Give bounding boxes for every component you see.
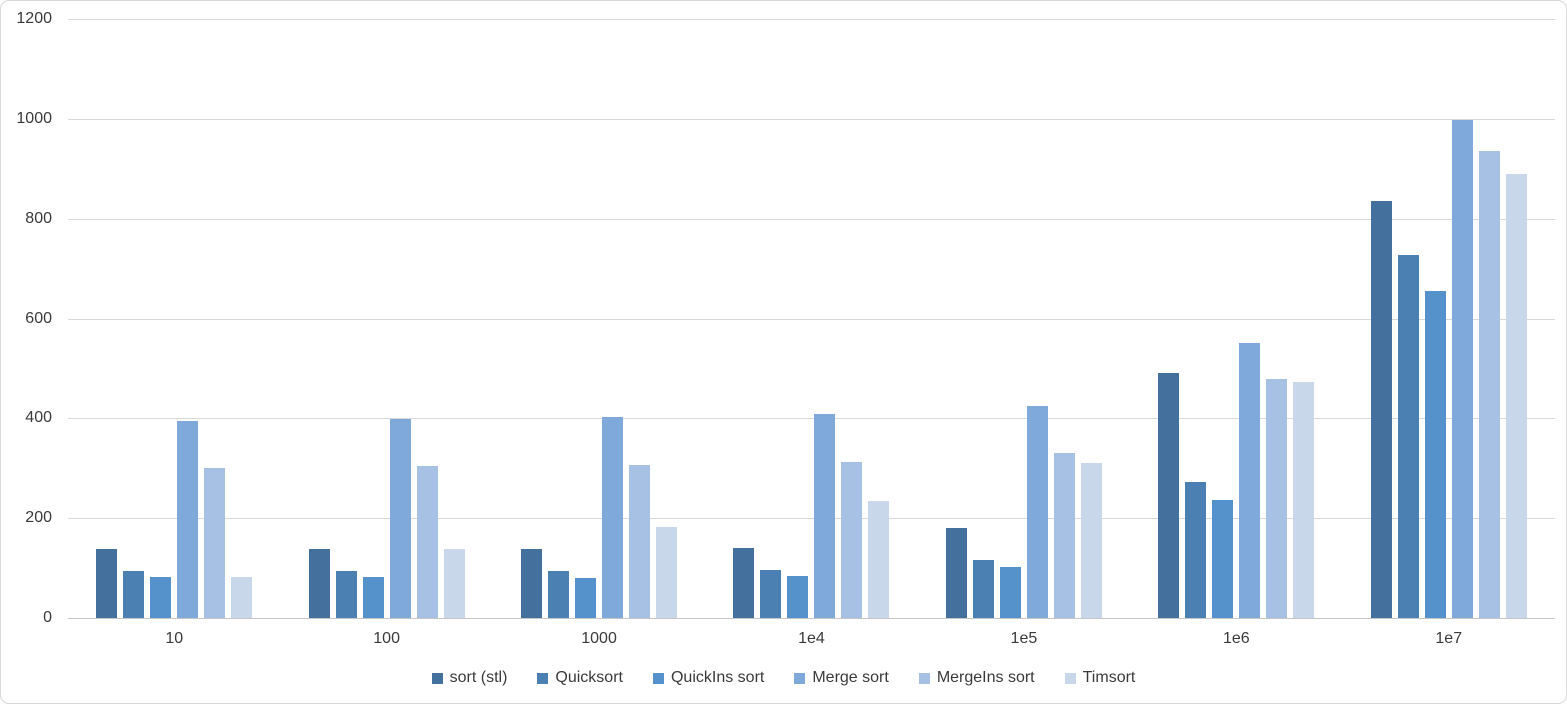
- y-tick-label-0: 0: [43, 609, 52, 626]
- bar-group-1e6: [1130, 19, 1342, 618]
- bar-group-100: [280, 19, 492, 618]
- legend-label: MergeIns sort: [936, 669, 1035, 686]
- bar-sort-stl-1000: [521, 548, 543, 618]
- bar-sort-stl-1e5: [945, 528, 967, 618]
- bar-mergeins-sort-1e6: [1266, 378, 1288, 618]
- bar-quickins-sort-1e4: [787, 575, 809, 618]
- legend-swatch-icon: [794, 672, 806, 684]
- bar-merge-sort-1e7: [1451, 119, 1473, 618]
- y-tick-label-1000: 1000: [16, 109, 52, 127]
- legend-label: Quicksort: [555, 669, 623, 686]
- bar-quicksort-10: [123, 570, 145, 618]
- bar-mergeins-sort-1000: [629, 465, 651, 618]
- y-tick-label-800: 800: [25, 209, 52, 227]
- bar-merge-sort-1000: [602, 417, 624, 618]
- legend-item-quickins-sort: QuickIns sort: [652, 669, 765, 687]
- bar-quickins-sort-1e5: [999, 566, 1021, 618]
- legend-swatch-icon: [537, 672, 549, 684]
- y-axis-labels: 0 200 400 600 800 1000 1200: [1, 10, 52, 626]
- bar-mergeins-sort-1e4: [841, 462, 863, 618]
- bar-group-1000: [493, 19, 705, 618]
- x-tick-label-1e7: 1e7: [1435, 630, 1463, 647]
- bar-sort-stl-1e7: [1370, 201, 1392, 618]
- y-tick-label-1200: 1200: [16, 10, 52, 27]
- gridline-800: [68, 218, 1555, 220]
- legend-label: QuickIns sort: [670, 669, 765, 686]
- bar-merge-sort-1e5: [1026, 406, 1048, 618]
- x-tick-label-1000: 1000: [581, 630, 617, 647]
- x-tick-label-1e5: 1e5: [1010, 630, 1038, 647]
- x-axis-line: [68, 618, 1555, 619]
- legend-item-quicksort: Quicksort: [537, 669, 623, 687]
- bar-quickins-sort-1000: [575, 577, 597, 618]
- x-tick-label-1e4: 1e4: [798, 630, 825, 647]
- bar-quicksort-1e5: [972, 559, 994, 618]
- bar-merge-sort-100: [389, 419, 411, 618]
- legend-item-timsort: Timsort: [1064, 669, 1136, 687]
- bar-timsort-1e7: [1505, 173, 1527, 618]
- bar-timsort-1e6: [1293, 382, 1315, 618]
- bar-sort-stl-1e4: [733, 547, 755, 618]
- legend-swatch-icon: [431, 672, 443, 684]
- gridline-400: [68, 418, 1555, 420]
- bar-quicksort-100: [335, 571, 357, 618]
- bar-quicksort-1e6: [1185, 482, 1207, 618]
- bar-timsort-10: [231, 576, 253, 618]
- x-tick-label-100: 100: [373, 630, 400, 647]
- bar-group-1e7: [1343, 19, 1555, 618]
- bar-sort-stl-1e6: [1158, 372, 1180, 618]
- bar-group-10: [68, 19, 280, 618]
- legend-swatch-icon: [1064, 672, 1076, 684]
- bar-quickins-sort-10: [150, 577, 172, 618]
- bar-sort-stl-100: [308, 549, 330, 618]
- legend: sort (stl) Quicksort QuickIns sort Merge so…: [1, 669, 1566, 687]
- y-tick-label-600: 600: [25, 309, 52, 327]
- bar-mergeins-sort-10: [204, 467, 226, 618]
- bar-merge-sort-1e4: [814, 414, 836, 618]
- legend-label: Timsort: [1082, 669, 1136, 686]
- y-tick-label-200: 200: [25, 509, 52, 527]
- legend-swatch-icon: [918, 672, 930, 684]
- bar-mergeins-sort-100: [416, 466, 438, 618]
- gridline-200: [68, 518, 1555, 520]
- bar-quickins-sort-100: [362, 577, 384, 618]
- bar-timsort-1e5: [1080, 462, 1102, 618]
- gridline-1000: [68, 118, 1555, 120]
- bar-group-1e4: [705, 19, 917, 618]
- bar-merge-sort-10: [177, 421, 199, 618]
- bar-quickins-sort-1e6: [1212, 499, 1234, 618]
- bar-timsort-100: [443, 549, 465, 618]
- bar-mergeins-sort-1e5: [1053, 452, 1075, 618]
- bar-groups: [68, 19, 1555, 618]
- bar-quicksort-1e4: [760, 569, 782, 618]
- bar-merge-sort-1e6: [1239, 343, 1261, 618]
- y-tick-label-400: 400: [25, 409, 52, 427]
- legend-item-mergeins-sort: MergeIns sort: [918, 669, 1035, 687]
- legend-label: sort (stl): [449, 669, 508, 686]
- legend-item-sort-stl: sort (stl): [431, 669, 508, 687]
- plot-area: [68, 19, 1555, 619]
- bar-group-1e5: [918, 19, 1130, 618]
- x-tick-label-1e6: 1e6: [1222, 630, 1250, 647]
- gridline-600: [68, 318, 1555, 320]
- bar-quicksort-1e7: [1397, 255, 1419, 618]
- legend-item-merge-sort: Merge sort: [794, 669, 889, 687]
- bar-mergeins-sort-1e7: [1478, 151, 1500, 618]
- bar-timsort-1000: [656, 527, 678, 618]
- legend-swatch-icon: [652, 672, 664, 684]
- bar-sort-stl-10: [96, 549, 118, 618]
- x-axis-labels: 10 100 1000 1e4 1e5 1e6 1e7: [68, 630, 1555, 648]
- bar-timsort-1e4: [868, 501, 890, 618]
- gridline-1200: [68, 19, 1555, 20]
- bar-quicksort-1000: [548, 571, 570, 618]
- bar-quickins-sort-1e7: [1424, 291, 1446, 618]
- x-tick-label-10: 10: [165, 630, 184, 647]
- legend-label: Merge sort: [812, 669, 889, 686]
